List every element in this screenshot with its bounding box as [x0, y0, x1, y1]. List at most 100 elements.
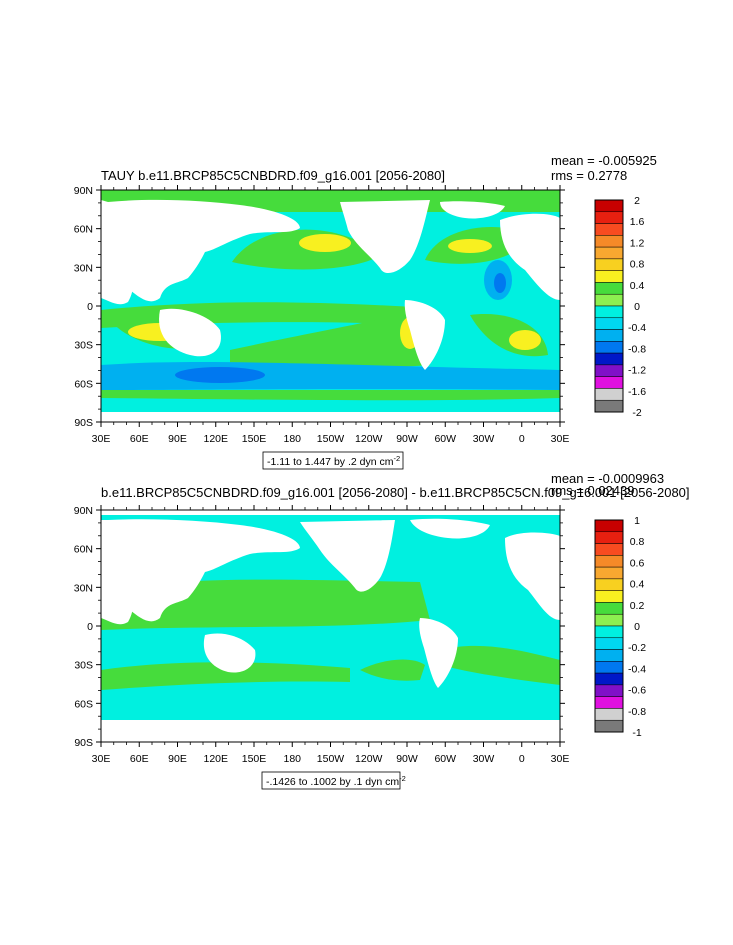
x-tick-label: 90E	[168, 753, 187, 765]
colorbar-frame	[594, 519, 624, 733]
satl-yellow	[509, 330, 541, 350]
y-tick-label: 30N	[74, 262, 93, 274]
range-label: -1.11 to 1.447 by .2 dyn cm-2	[267, 454, 400, 468]
natl-yellow	[448, 239, 492, 253]
south-green-west	[101, 662, 350, 690]
colorbar-swatch	[594, 258, 624, 271]
y-tick-label: 90S	[74, 737, 93, 749]
colorbar-swatch	[594, 672, 624, 686]
colorbar: 2 1.6 1.2 0.8 0.4 0 -0.4 -0.8 -1.2 -1.6 -2	[594, 195, 646, 419]
colorbar-label: 0.2	[630, 600, 645, 612]
antarctica-land	[101, 720, 560, 742]
npac-yellow	[299, 234, 351, 252]
colorbar-swatch	[594, 270, 624, 283]
x-tick-label: 180	[283, 753, 301, 765]
colorbar-swatch	[594, 637, 624, 650]
x-tick-label: 30E	[551, 433, 570, 445]
y-tick-label: 60S	[74, 378, 93, 390]
field-layer	[101, 515, 560, 742]
arabia-land	[101, 262, 134, 305]
colorbar-label: 2	[634, 195, 640, 207]
x-tick-label: 90W	[396, 753, 418, 765]
x-tick-label: 60W	[434, 433, 456, 445]
axis-ticks: 30E 60E 90E 120E 150E 180 150W 120W 90W 60W 30W 0 30…	[74, 505, 569, 765]
x-tick-label: 30W	[473, 433, 495, 445]
range-label-sup: -2	[393, 454, 400, 463]
colorbar-swatch	[594, 661, 624, 674]
x-tick-label: 0	[519, 753, 525, 765]
colorbar-label: 0.8	[630, 536, 645, 548]
range-box	[262, 451, 404, 470]
x-tick-label: 30E	[92, 433, 111, 445]
colorbar-swatch	[594, 199, 624, 213]
x-tick-label: 60E	[130, 433, 149, 445]
africa-europe-land	[505, 532, 560, 620]
australia-land	[159, 308, 221, 357]
australia-land	[203, 633, 256, 673]
south-green-east	[440, 645, 560, 685]
colorbar-swatch	[594, 555, 624, 568]
colorbar-swatch	[594, 211, 624, 224]
colorbar-label: 0	[634, 621, 640, 633]
x-tick-label: 30W	[473, 753, 495, 765]
colorbar: 1 0.8 0.6 0.4 0.2 0 -0.2 -0.4 -0.6 -0.8 -1	[594, 515, 646, 739]
chart-title: TAUY b.e11.BRCP85C5CNBDRD.f09_g16.001 [2…	[101, 168, 445, 183]
colorbar-swatch	[594, 246, 624, 260]
colorbar-swatch	[594, 684, 624, 697]
tauy-panel: TAUY b.e11.BRCP85C5CNBDRD.f09_g16.001 [2…	[0, 150, 733, 470]
colorbar-swatch	[594, 590, 624, 603]
colorbar-swatch	[594, 305, 624, 319]
colorbar-label: -0.4	[628, 663, 646, 675]
land-layer	[101, 518, 560, 742]
colorbar-label: 1.6	[630, 216, 645, 228]
colorbar-label: -1.6	[628, 386, 646, 398]
x-tick-label: 120E	[203, 753, 228, 765]
africa-europe-land	[500, 213, 560, 300]
y-tick-label: 0	[87, 301, 93, 313]
colorbar-swatch	[594, 376, 624, 389]
colorbar-label: -0.2	[628, 642, 646, 654]
antarctic-green	[101, 390, 560, 401]
colorbar-swatch	[594, 566, 624, 580]
x-tick-label: 60W	[434, 753, 456, 765]
north-america-land	[300, 520, 395, 592]
colorbar-swatch	[594, 625, 624, 639]
axis-ticks: 30E 60E 90E 120E 150E 180 150W 120W 90W 60W 30W 0 30…	[74, 185, 570, 445]
x-tick-label: 120W	[355, 433, 383, 445]
colorbar-label: 0.6	[630, 557, 645, 569]
colorbar-swatch	[594, 708, 624, 721]
greenland-land	[410, 518, 490, 539]
diff-panel: b.e11.BRCP85C5CNBDRD.f09_g16.001 [2056-2…	[0, 470, 733, 800]
x-tick-label: 30E	[92, 753, 111, 765]
colorbar-swatch	[594, 341, 624, 354]
y-tick-label: 90N	[74, 505, 93, 517]
spac-green	[360, 659, 425, 681]
colorbar-label: -0.8	[628, 706, 646, 718]
y-tick-label: 60N	[74, 544, 93, 556]
y-tick-label: 60N	[74, 224, 93, 236]
range-label: -.1426 to .1002 by .1 dyn cm-2	[266, 774, 406, 788]
colorbar-swatch	[594, 543, 624, 556]
x-tick-label: 90E	[168, 433, 187, 445]
south-america-land	[419, 618, 458, 688]
southern-deepblue	[175, 367, 265, 383]
x-tick-label: 150W	[317, 753, 345, 765]
range-label-text: -1.11 to 1.447 by .2 dyn cm	[267, 456, 394, 468]
land-layer	[101, 199, 560, 422]
colorbar-swatch	[594, 293, 624, 307]
colorbar-swatch	[594, 317, 624, 330]
colorbar-swatch	[594, 531, 624, 544]
range-label-sup: -2	[399, 774, 406, 783]
colorbar-label: 0.8	[630, 259, 645, 271]
x-tick-label: 150E	[242, 753, 267, 765]
y-tick-label: 30S	[74, 660, 93, 672]
x-tick-label: 150W	[317, 433, 345, 445]
y-tick-label: 30S	[74, 340, 93, 352]
natl-deepblue	[494, 273, 506, 293]
colorbar-label: 0.4	[630, 280, 645, 292]
colorbar-swatch	[594, 399, 624, 413]
y-tick-label: 60S	[74, 698, 93, 710]
colorbar-swatch	[594, 719, 624, 733]
spac-green	[230, 310, 430, 369]
antarctica-land	[101, 412, 560, 422]
